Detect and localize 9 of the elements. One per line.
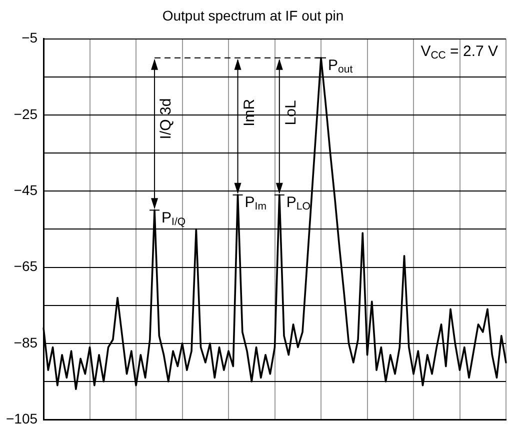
y-tick-label: −25 xyxy=(14,106,38,122)
chart-title: Output spectrum at IF out pin xyxy=(162,7,344,24)
y-tick-label: −5 xyxy=(22,30,38,46)
y-tick-label: −65 xyxy=(14,258,38,274)
y-tick-label: −105 xyxy=(6,410,38,426)
annotation: ImR xyxy=(240,98,258,126)
annotation: I/Q 3d xyxy=(158,98,175,140)
y-tick-label: −45 xyxy=(14,182,38,198)
y-tick-label: −85 xyxy=(14,334,38,350)
